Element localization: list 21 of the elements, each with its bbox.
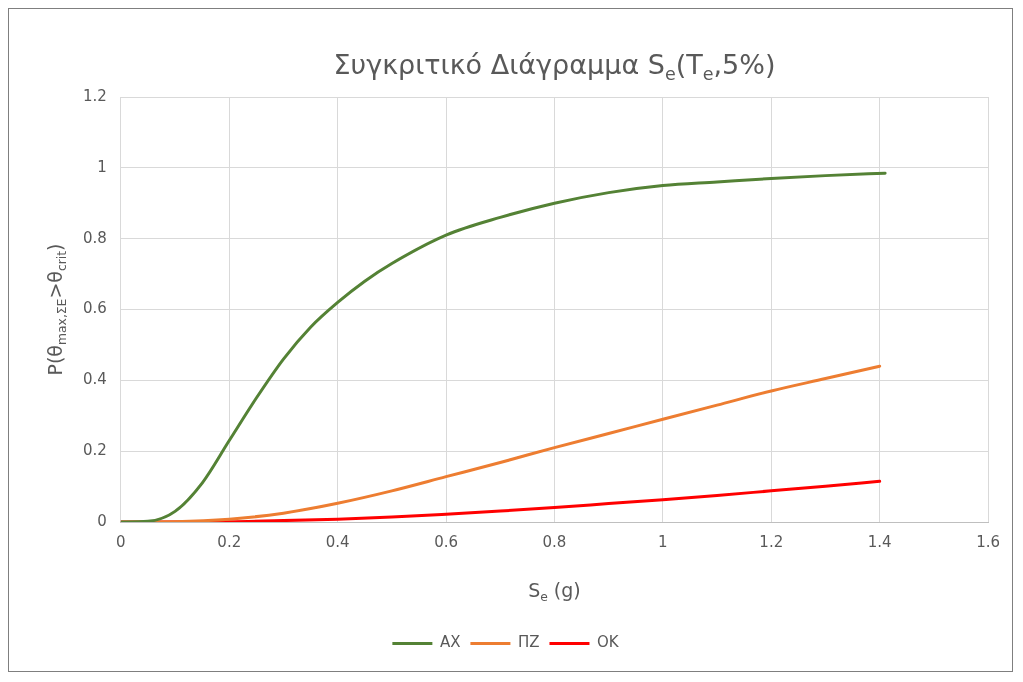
legend-label: AX	[439, 633, 461, 652]
x-tick-label: 0.2	[217, 532, 242, 551]
x-tick-label: 0.6	[434, 532, 458, 551]
x-tick-label: 0	[116, 532, 126, 551]
x-tick-label: 1.6	[976, 532, 1000, 551]
x-tick-label: 1.2	[759, 532, 784, 551]
y-axis-title: P(θmax,ΣΕ>θcrit)	[43, 243, 69, 376]
line-series	[120, 171, 887, 522]
y-tick-label: 0.4	[83, 370, 107, 389]
y-tick-label: 1	[97, 157, 107, 176]
y-tick-label: 0.6	[83, 299, 107, 318]
y-tick-label: 0.8	[83, 228, 107, 247]
legend-label: OK	[596, 633, 620, 652]
x-tick-label: 1	[658, 532, 668, 551]
x-tick-label: 0.4	[325, 532, 350, 551]
x-tick-label: 0.8	[542, 532, 567, 551]
y-tick-label: 1.2	[83, 86, 107, 105]
x-tick-label: 1.4	[867, 532, 892, 551]
legend-label: ΠΖ	[517, 633, 540, 652]
y-tick-label: 0	[97, 511, 107, 530]
y-tick-label: 0.2	[83, 441, 107, 460]
